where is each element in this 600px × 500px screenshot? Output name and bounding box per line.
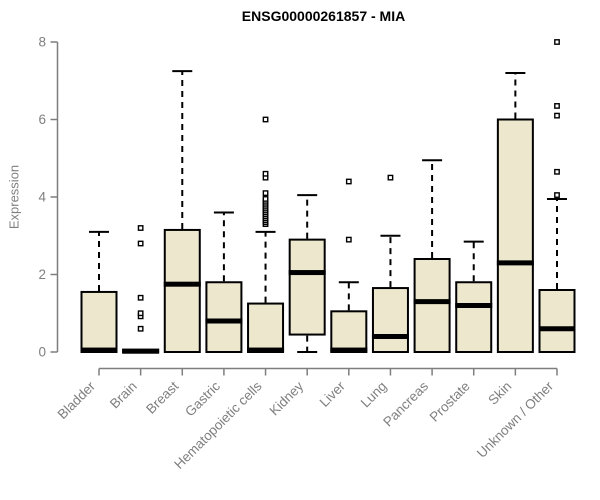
x-tick-label: Bladder <box>55 378 99 422</box>
x-tick-label: Kidney <box>267 378 307 418</box>
outlier-point <box>345 178 352 185</box>
boxplot-box <box>371 287 409 353</box>
boxplot-median-line <box>455 303 493 308</box>
x-tick-label: Brain <box>107 379 140 412</box>
x-tick-label: Liver <box>317 378 349 410</box>
boxplot-median-line <box>247 347 285 353</box>
outlier-point <box>137 294 144 301</box>
outlier-point <box>387 174 394 181</box>
boxplot-box <box>496 118 534 353</box>
boxplot-box <box>538 289 576 353</box>
boxplot-median-line <box>371 334 409 339</box>
boxplot-median-line <box>163 281 201 287</box>
outlier-point <box>137 240 144 247</box>
outlier-point <box>554 168 560 175</box>
outlier-point <box>262 196 269 202</box>
x-tick-label: Breast <box>143 378 181 416</box>
boxplot-median-line <box>413 299 451 305</box>
outlier-point <box>137 225 144 231</box>
x-tick-label: Pancreas <box>380 378 431 429</box>
outlier-point <box>554 112 560 119</box>
outlier-point <box>262 190 269 197</box>
x-tick-label: Gastric <box>182 378 223 419</box>
outlier-point <box>137 310 144 317</box>
boxplot-median-line <box>80 347 118 353</box>
boxplot-box <box>247 302 285 353</box>
x-tick-label: Unknown / Other <box>474 378 557 461</box>
x-tick-label: Skin <box>485 379 514 408</box>
outlier-point <box>262 116 269 123</box>
boxplot-box <box>163 228 201 353</box>
y-tick-label: 8 <box>38 35 46 50</box>
y-tick-label: 6 <box>38 112 46 127</box>
chart-title: ENSG00000261857 - MIA <box>241 8 406 24</box>
boxplot-box <box>205 281 243 353</box>
x-tick-label: Prostate <box>427 379 473 425</box>
boxplot-median-line <box>538 326 576 332</box>
boxplot-box <box>288 238 326 336</box>
boxplot-box <box>80 290 118 353</box>
outlier-point <box>554 192 560 198</box>
outlier-point <box>137 325 144 332</box>
boxplot-box <box>413 258 451 353</box>
y-tick-label: 2 <box>38 267 46 282</box>
outlier-point <box>262 170 269 177</box>
outlier-point <box>554 103 560 109</box>
boxplot-box <box>455 281 493 353</box>
boxplot-median-line <box>122 348 160 354</box>
y-tick-label: 4 <box>38 190 46 205</box>
boxplot-median-line <box>205 318 243 324</box>
boxplot-median-line <box>288 270 326 276</box>
boxplot-median-line <box>496 260 534 266</box>
outlier-point <box>345 236 352 243</box>
x-tick-label: Lung <box>358 379 390 411</box>
boxplot-box <box>330 310 368 353</box>
boxplot-median-line <box>330 347 368 353</box>
outlier-point <box>554 39 560 45</box>
y-tick-label: 0 <box>38 345 46 360</box>
